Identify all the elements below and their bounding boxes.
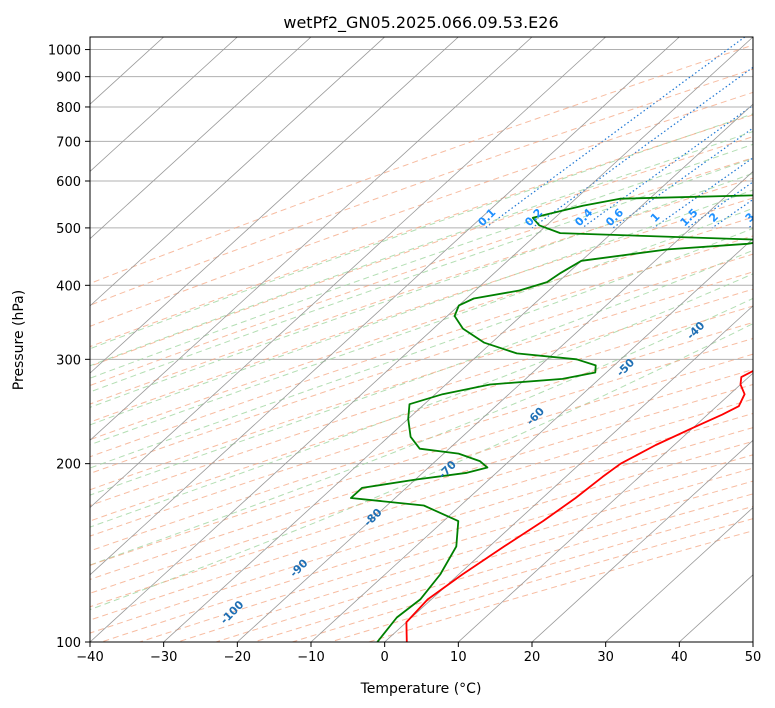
y-tick-label: 500 <box>56 222 81 237</box>
isotherm-line <box>531 439 753 642</box>
dry-adiabat-line <box>292 505 753 642</box>
pressure-gridlines <box>90 49 753 643</box>
dry-adiabat-line <box>90 398 753 608</box>
x-axis-ticks: −40 −30 −20 −10 0 10 20 30 40 50 <box>76 642 761 665</box>
plot-frame <box>89 36 754 643</box>
isotherm-line <box>90 37 533 441</box>
x-tick-label: 40 <box>671 650 688 665</box>
dry-adiabat-line <box>90 427 753 634</box>
y-tick-label: 1000 <box>48 44 81 59</box>
isotherm-line <box>384 305 753 642</box>
dry-adiabat-line <box>90 271 753 491</box>
dry-adiabat-line <box>90 288 753 507</box>
dry-adiabat-line <box>90 44 753 285</box>
isotherm-line <box>90 37 753 642</box>
y-tick-label: 800 <box>56 101 81 116</box>
y-axis-label: Pressure (hPa) <box>11 290 27 390</box>
y-axis-ticks: 100 200 300 400 500 600 700 800 900 1000 <box>48 44 90 651</box>
isotherms <box>90 37 753 642</box>
moist-adiabat-line <box>90 323 753 611</box>
x-tick-label: 30 <box>597 650 614 665</box>
y-tick-label: 600 <box>56 175 81 190</box>
dry-adiabat-line <box>90 253 753 474</box>
dry-adiabat-line <box>90 412 753 621</box>
chart-title: wetPf2_GN05.2025.066.09.53.E26 <box>283 13 558 33</box>
dry-adiabat-line <box>90 235 753 458</box>
temperature-profile-line <box>405 369 753 642</box>
x-tick-label: 10 <box>450 650 467 665</box>
dry-adiabat-line <box>90 197 753 423</box>
y-tick-label: 200 <box>56 458 81 473</box>
isotherm-line <box>163 103 753 642</box>
moist-adiabat-line <box>90 172 753 408</box>
dry-adiabats <box>90 44 753 642</box>
x-axis-label: Temperature (°C) <box>360 681 482 697</box>
moist-adiabat-line <box>90 207 753 446</box>
y-tick-label: 300 <box>56 353 81 368</box>
dewpoint-profile-line <box>349 194 753 642</box>
isotherm-line <box>90 37 606 509</box>
dry-adiabat-line <box>330 518 753 642</box>
x-tick-label: −30 <box>150 650 177 665</box>
x-tick-label: 0 <box>381 650 389 665</box>
isotherm-line <box>458 372 753 642</box>
x-tick-label: −40 <box>76 650 103 665</box>
isotherm-line <box>90 37 680 576</box>
dry-adiabat-line <box>90 177 753 405</box>
dry-adiabat-line <box>254 493 753 642</box>
dry-adiabat-line <box>90 136 753 367</box>
x-tick-label: −10 <box>297 650 324 665</box>
moist-adiabat-line <box>90 249 753 496</box>
x-tick-label: 50 <box>745 650 762 665</box>
dry-adiabat-line <box>90 337 753 552</box>
dry-adiabat-line <box>90 353 753 566</box>
dry-adiabat-line <box>215 480 753 642</box>
x-tick-label: −20 <box>224 650 251 665</box>
isotherm-line <box>90 37 238 172</box>
mixing-ratio-label: 3 <box>743 210 758 225</box>
dry-adiabat-line <box>90 216 753 441</box>
mixing-ratio-line <box>531 66 753 229</box>
isotherm-line <box>605 507 753 642</box>
dry-adiabat-line <box>90 157 753 387</box>
x-tick-label: 20 <box>524 650 541 665</box>
y-tick-label: 400 <box>56 279 81 294</box>
isotherm-line <box>90 37 459 374</box>
y-tick-label: 900 <box>56 71 81 86</box>
moist-adiabat-line <box>90 113 753 350</box>
dry-adiabat-line <box>90 383 753 594</box>
moist-adiabats <box>90 113 753 611</box>
y-tick-label: 700 <box>56 135 81 150</box>
isotherm-line <box>90 37 385 307</box>
isotherm-line <box>310 238 753 642</box>
isotherm-line <box>90 37 312 240</box>
dry-adiabat-line <box>90 369 753 580</box>
mixing-ratio-line <box>653 157 753 229</box>
isotherm-line <box>237 170 753 642</box>
profile-series <box>349 194 753 642</box>
y-tick-label: 100 <box>56 636 81 651</box>
moist-adiabat-line <box>90 273 753 528</box>
dry-adiabat-line <box>90 114 753 348</box>
